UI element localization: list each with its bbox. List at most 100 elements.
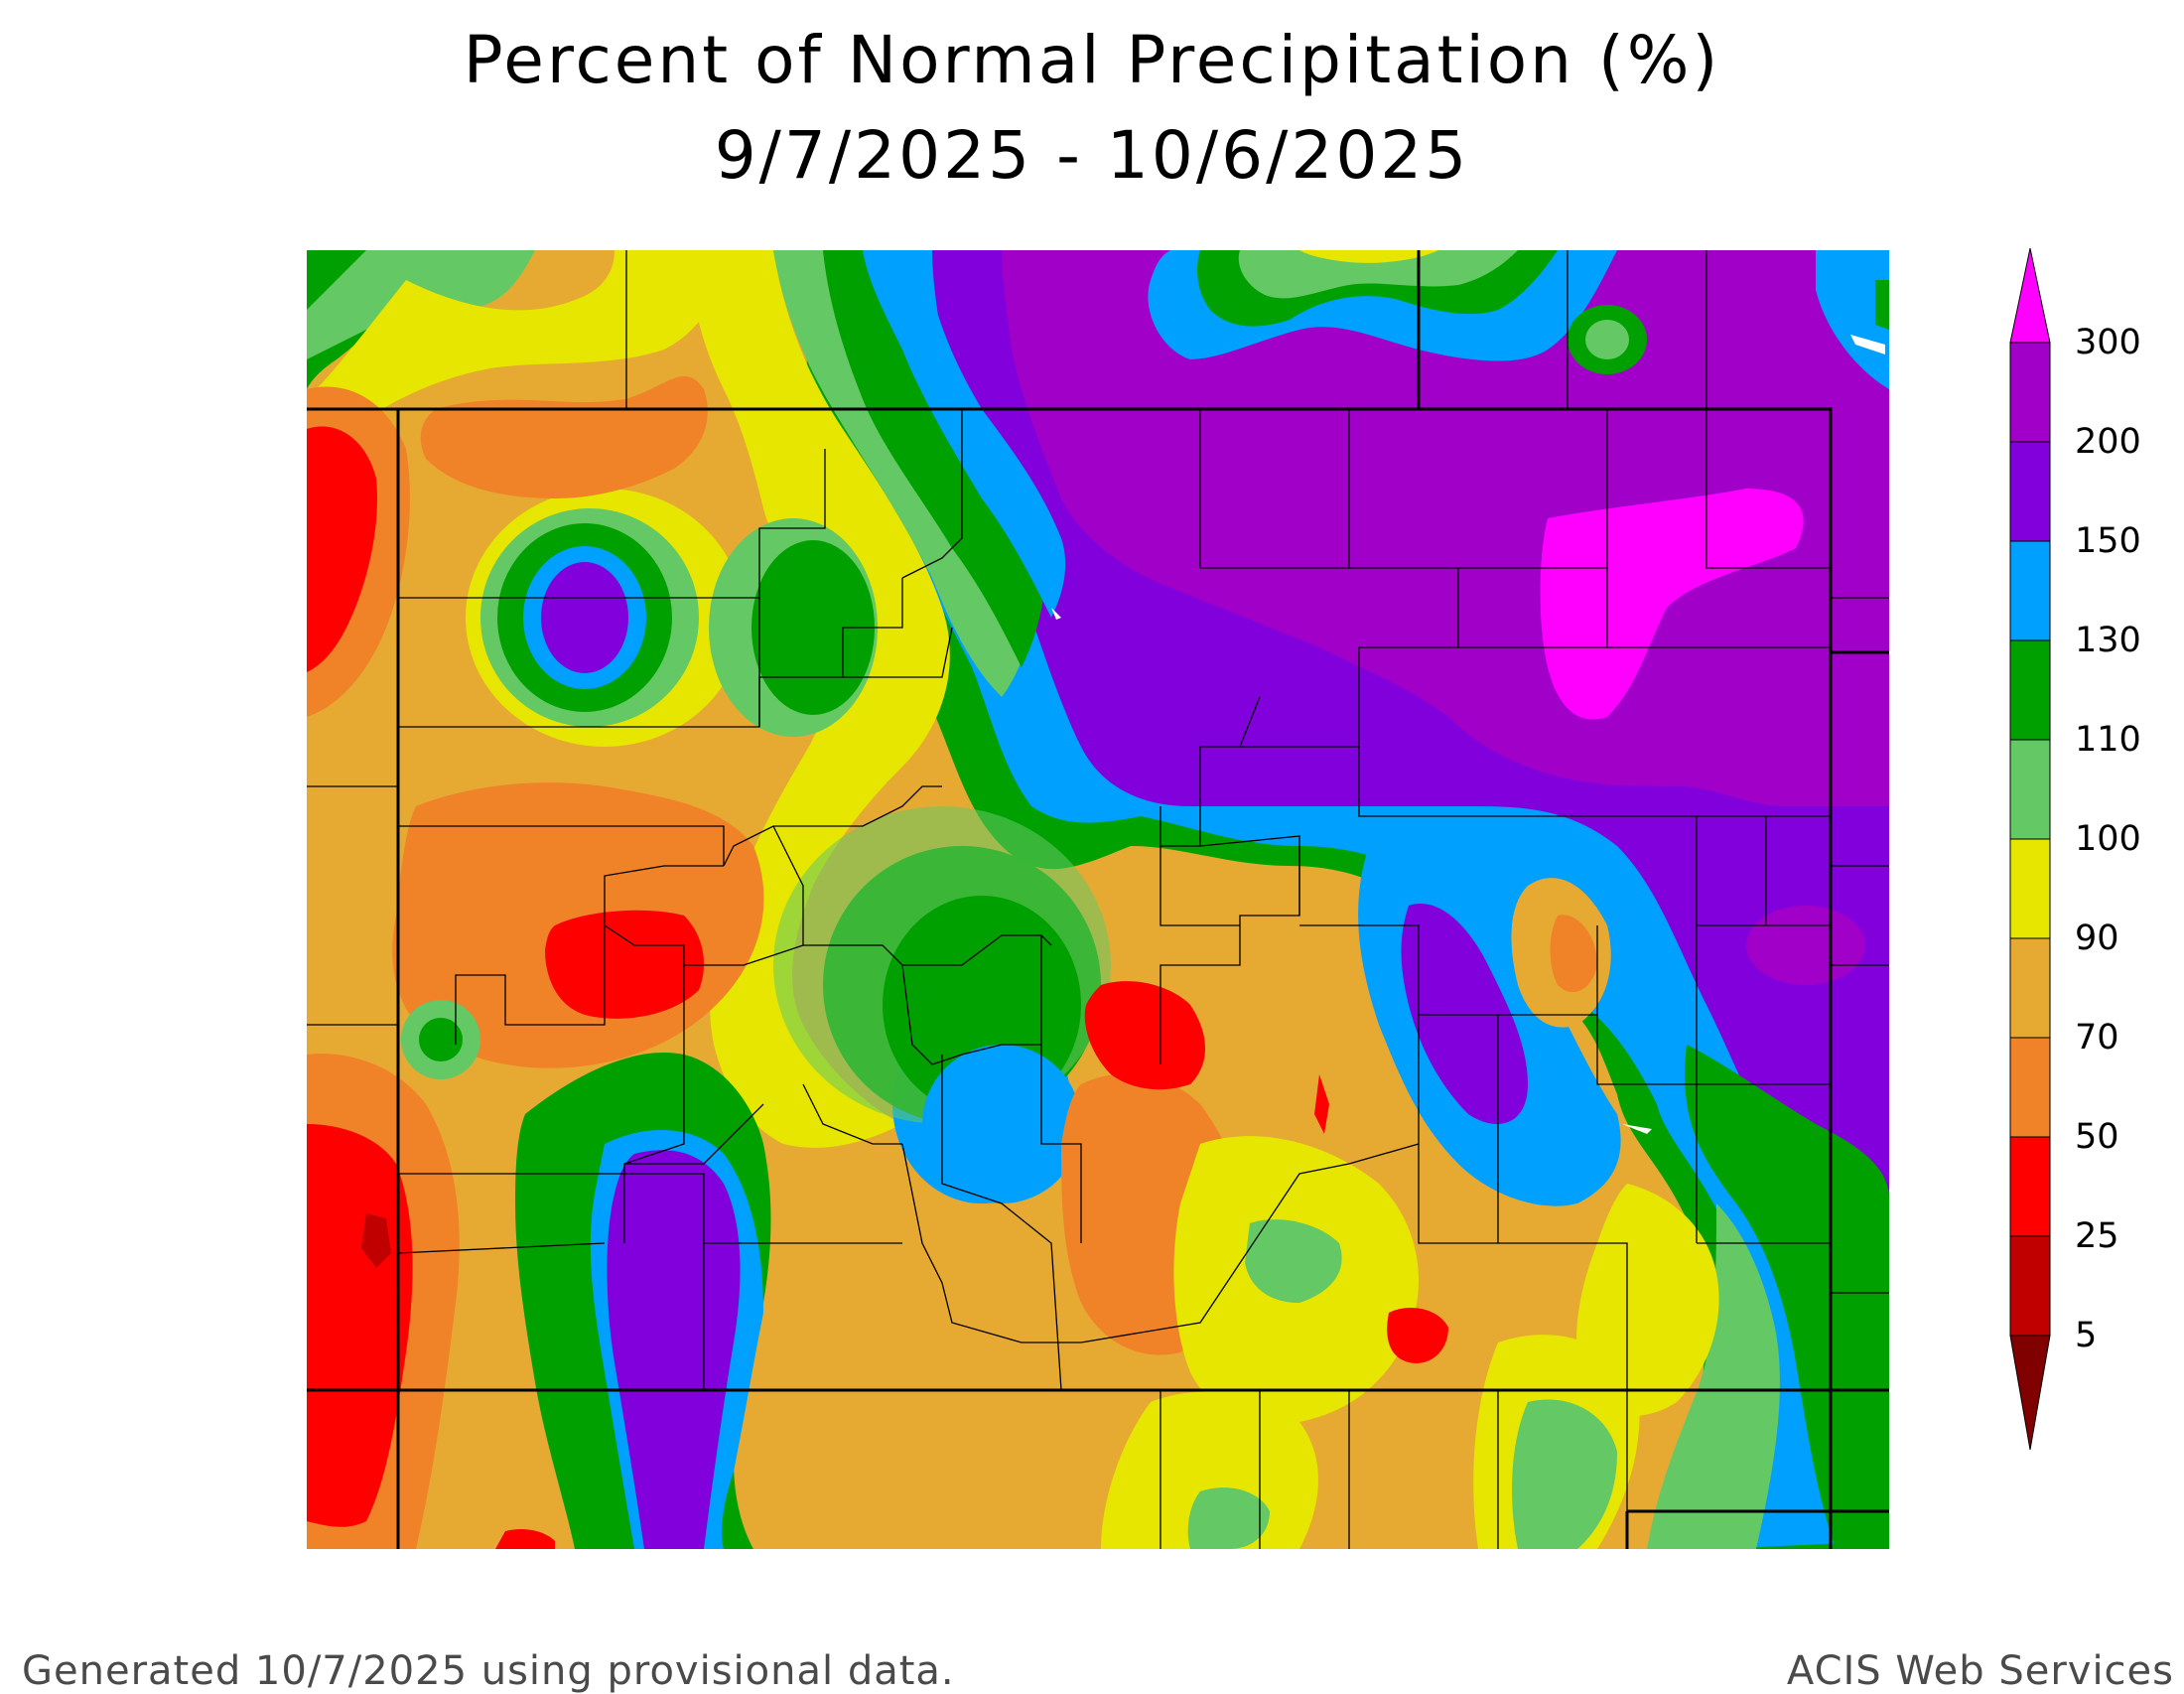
region-ne-corner-green <box>1875 280 1889 330</box>
county-line <box>1696 816 1831 1243</box>
map-title: Percent of Normal Precipitation (%) <box>463 22 1721 98</box>
legend-swatch-5-25 <box>2009 1235 2051 1337</box>
legend-label: 70 <box>2075 1018 2119 1058</box>
region-center-red-blob-2 <box>1084 981 1205 1090</box>
legend-label: 130 <box>2075 621 2141 660</box>
region-north-band-yellow <box>1299 250 1438 263</box>
legend-label: 150 <box>2075 521 2141 561</box>
county-line <box>1596 925 1697 1085</box>
region-magenta-peak <box>1540 489 1804 720</box>
region-center-red-sliver <box>1314 1074 1329 1134</box>
county-line <box>604 825 804 966</box>
precipitation-map <box>307 250 1889 1549</box>
county-line <box>842 578 903 677</box>
region-left-edge-red <box>307 426 377 672</box>
county-line <box>623 965 685 1243</box>
legend-label: 200 <box>2075 422 2141 462</box>
region-east-purple-blob <box>1746 906 1865 985</box>
state-boundaries <box>307 250 1889 1549</box>
county-line <box>901 409 963 579</box>
county-line <box>941 1055 1062 1391</box>
county-line <box>1160 846 1240 926</box>
legend-colorbar <box>2009 247 2051 1451</box>
white-gap-1 <box>1850 335 1885 354</box>
region-east-lightgreen-band <box>1647 1203 1780 1549</box>
region-small-lightgreen-spot <box>1585 320 1629 359</box>
region-center-dkgreen-spot <box>751 540 875 715</box>
region-south-center-lightgreen <box>1245 1219 1342 1303</box>
white-gap-3 <box>1622 1124 1652 1134</box>
county-line <box>624 1103 764 1165</box>
region-small-green-dot <box>419 1018 463 1061</box>
legend-label: 100 <box>2075 819 2141 859</box>
county-line <box>901 1143 1081 1343</box>
county-line <box>397 1242 606 1254</box>
region-bottom-orange-red <box>495 1529 555 1549</box>
county-line <box>1040 935 1082 1243</box>
region-center-green-stripe <box>773 250 1032 697</box>
region-se-lightgreen <box>1512 1399 1617 1549</box>
legend-swatch-100-110 <box>2009 739 2051 840</box>
county-line <box>398 1173 705 1390</box>
region-south-green-bottom <box>1187 1487 1270 1549</box>
legend-swatch-50-70 <box>2009 1037 2051 1138</box>
region-west-orange-upper <box>420 376 708 498</box>
legend-swatch-130-150 <box>2009 540 2051 641</box>
region-east-orange-center <box>1550 915 1597 993</box>
county-line <box>1358 568 1459 747</box>
legend-swatch-over-300 <box>2009 247 2051 344</box>
region-central-blue-core <box>922 1045 1081 1203</box>
legend-label: 25 <box>2075 1216 2119 1256</box>
county-line <box>1299 924 1597 1016</box>
county-line <box>1080 1143 1420 1343</box>
legend-label: 90 <box>2075 918 2119 958</box>
legend-swatch-90-100 <box>2009 838 2051 939</box>
county-line <box>455 925 606 1045</box>
county-line <box>1497 1390 1628 1549</box>
legend-swatch-under-5 <box>2009 1335 2051 1451</box>
county-line <box>901 964 1041 1065</box>
county-line <box>1160 1390 1350 1549</box>
region-south-purple-band <box>607 1150 741 1549</box>
region-south-red-spot <box>1387 1308 1448 1363</box>
region-center-blue-stripe <box>863 250 1066 618</box>
county-line <box>398 676 843 728</box>
map-date-range: 9/7/2025 - 10/6/2025 <box>714 117 1470 194</box>
state-border-se <box>1625 1509 1889 1549</box>
county-line <box>307 785 398 1026</box>
region-central-purple-tongue <box>1401 904 1528 1124</box>
region-center-dkgreen-stripe <box>823 250 1045 667</box>
legend-label: 50 <box>2075 1117 2119 1157</box>
legend-swatch-200-300 <box>2009 342 2051 443</box>
region-east-green-band <box>1685 1045 1889 1549</box>
county-line <box>1606 409 1831 569</box>
legend-swatch-70-90 <box>2009 937 2051 1039</box>
county-line <box>398 825 725 866</box>
legend-swatch-25-50 <box>2009 1136 2051 1237</box>
county-line <box>1200 567 1608 647</box>
county-boundaries <box>307 250 1889 1549</box>
county-line <box>1199 696 1261 846</box>
white-gap-2 <box>1051 608 1061 620</box>
footer-generated-note: Generated 10/7/2025 using provisional da… <box>22 1648 955 1694</box>
county-line <box>1567 250 1707 409</box>
county-line <box>1418 1144 1628 1390</box>
county-line <box>723 785 942 867</box>
county-line <box>843 627 953 678</box>
county-line <box>1240 746 1498 817</box>
legend-swatch-110-130 <box>2009 639 2051 741</box>
county-line <box>1831 865 1889 1294</box>
legend-label: 5 <box>2075 1316 2098 1355</box>
legend: 300 200 150 130 110 100 90 70 50 25 5 <box>2005 243 2174 1460</box>
region-north-band-lightgreen <box>1238 250 1518 299</box>
legend-swatch-150-200 <box>2009 441 2051 542</box>
legend-label: 110 <box>2075 720 2141 760</box>
region-southwest-darkred <box>361 1213 391 1268</box>
region-ne-corner-blue <box>1816 250 1889 389</box>
region-west-circle-purple <box>541 562 628 673</box>
county-line <box>802 1083 902 1145</box>
legend-label: 300 <box>2075 323 2141 362</box>
county-line <box>1199 409 1350 568</box>
footer-source: ACIS Web Services <box>1786 1648 2174 1694</box>
region-center-red-blob <box>545 910 704 1019</box>
